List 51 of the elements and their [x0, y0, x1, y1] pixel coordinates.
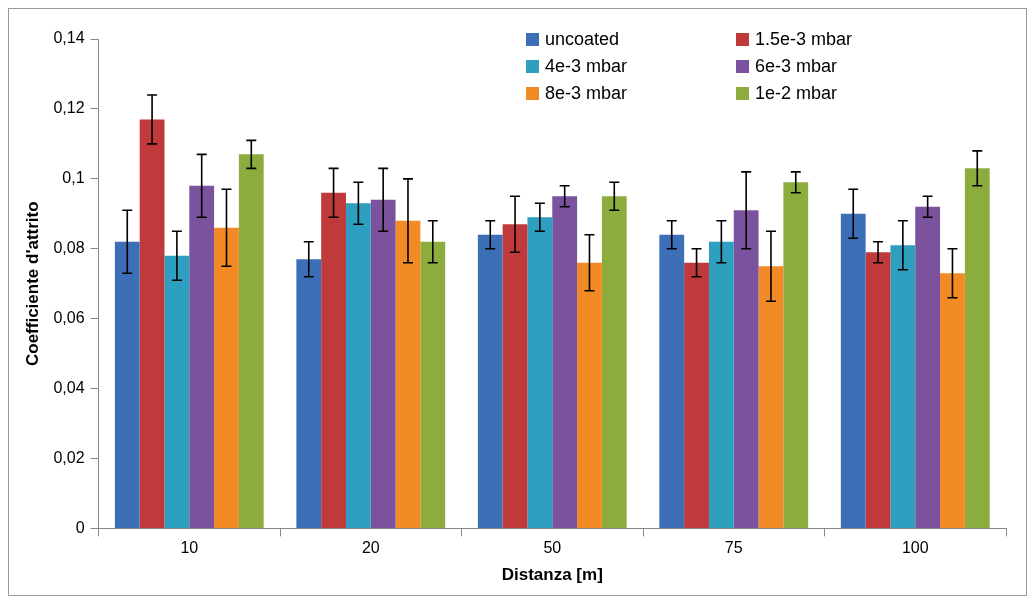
y-tick-label: 0,04 [53, 378, 85, 396]
bar [552, 196, 578, 528]
y-tick-label: 0,08 [53, 239, 85, 257]
bar [296, 259, 322, 528]
bar [321, 192, 346, 528]
bar [345, 203, 371, 528]
y-tick-label: 0,12 [53, 99, 85, 117]
bar [527, 217, 553, 528]
bar [758, 266, 784, 528]
x-tick-label: 50 [543, 539, 562, 557]
legend-label: 6e-3 mbar [755, 56, 838, 77]
bar [502, 224, 528, 528]
y-tick-label: 0,1 [62, 169, 85, 187]
bar [420, 241, 446, 528]
bar [840, 213, 866, 528]
bar [601, 196, 627, 528]
legend-label: 4e-3 mbar [545, 56, 628, 77]
x-tick-label: 20 [361, 539, 380, 557]
bar [395, 220, 421, 528]
x-tick-label: 75 [724, 539, 743, 557]
bar [370, 199, 396, 528]
bar [964, 168, 990, 528]
y-axis-title: Coefficiente d'attrito [22, 201, 42, 366]
x-tick-label: 10 [180, 539, 199, 557]
legend-label: 1.5e-3 mbar [755, 29, 853, 50]
bar [890, 245, 916, 528]
y-tick-label: 0 [75, 518, 85, 536]
bar [164, 255, 190, 528]
legend-label: 1e-2 mbar [755, 83, 838, 104]
bar [915, 206, 941, 528]
bar [684, 262, 709, 528]
bar [577, 262, 602, 528]
bar [139, 119, 165, 528]
x-tick-label: 100 [901, 539, 929, 557]
y-tick-label: 0,14 [53, 29, 85, 47]
bar [733, 210, 759, 528]
bar [865, 252, 891, 528]
bar [708, 241, 734, 528]
bar [114, 241, 140, 528]
x-axis-title: Distanza [m] [501, 565, 603, 585]
legend-label: 8e-3 mbar [545, 83, 628, 104]
bar [659, 234, 685, 528]
bar [477, 234, 503, 528]
legend-label: uncoated [545, 29, 620, 50]
y-tick-label: 0,02 [53, 448, 85, 466]
bar [783, 182, 809, 528]
y-tick-label: 0,06 [53, 309, 85, 327]
bar [189, 185, 215, 528]
bar [940, 273, 965, 528]
bar [238, 154, 264, 528]
bar [214, 227, 239, 528]
